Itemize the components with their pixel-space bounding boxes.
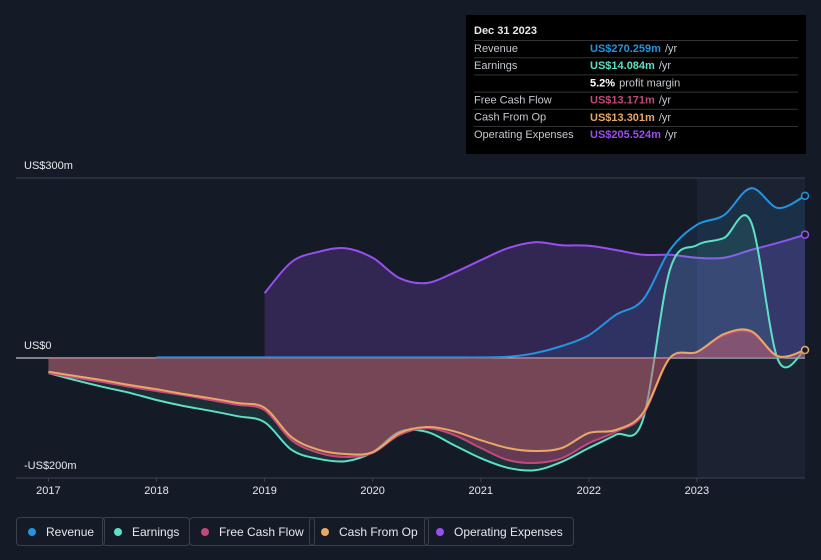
- y-tick-label: US$0: [24, 340, 52, 352]
- tooltip-unit: /yr: [659, 95, 672, 107]
- legend-label: Revenue: [46, 524, 95, 539]
- legend-swatch: [436, 527, 444, 536]
- end-dot: [800, 230, 810, 239]
- tooltip-unit: /yr: [659, 60, 672, 72]
- area: [48, 215, 805, 471]
- legend-swatch: [28, 527, 36, 536]
- tooltip-value-text: US$13.171m: [590, 95, 655, 107]
- tooltip-label: Earnings: [474, 60, 518, 72]
- legend-item[interactable]: Cash From Op: [309, 517, 429, 546]
- tooltip-unit: /yr: [659, 112, 672, 124]
- tooltip-value: US$13.301m/yr: [590, 112, 671, 124]
- tooltip-value-text: US$14.084m: [590, 60, 655, 72]
- end-dot: [800, 191, 810, 201]
- tooltip-date: Dec 31 2023: [474, 25, 537, 37]
- x-tick-label: 2021: [469, 485, 493, 497]
- tooltip-unit: /yr: [665, 129, 678, 141]
- x-tick-label: 2019: [252, 485, 276, 497]
- x-tick-label: 2023: [685, 485, 709, 497]
- area: [156, 188, 806, 358]
- x-tick-label: 2020: [360, 485, 384, 497]
- area: [48, 329, 805, 455]
- tooltip-label: Revenue: [474, 43, 518, 55]
- legend-label: Free Cash Flow: [219, 524, 304, 539]
- tooltip-value-text: US$13.301m: [590, 112, 655, 124]
- legend-swatch: [321, 527, 329, 536]
- tooltip-label: Free Cash Flow: [474, 95, 552, 107]
- legend-item[interactable]: Earnings: [102, 517, 191, 546]
- line: [156, 187, 806, 359]
- end-dot: [800, 345, 810, 355]
- legend-item[interactable]: Operating Expenses: [424, 517, 574, 546]
- tooltip-value: US$270.259m/yr: [590, 43, 678, 55]
- line: [263, 233, 806, 294]
- tooltip-box: [466, 15, 806, 154]
- tooltip-value: 5.2% profit margin: [590, 77, 680, 89]
- legend-label: Earnings: [132, 524, 180, 539]
- x-tick-label: 2022: [577, 485, 601, 497]
- legend-swatch: [201, 527, 209, 536]
- tooltip-label: Operating Expenses: [474, 129, 574, 141]
- highlight-region: [697, 178, 805, 478]
- tooltip-value-text: US$205.524m: [590, 129, 661, 141]
- tooltip-label: Cash From Op: [474, 112, 546, 124]
- tooltip-unit: profit margin: [619, 77, 680, 89]
- area: [264, 234, 805, 358]
- x-tick-label: 2018: [144, 485, 168, 497]
- tooltip-unit: /yr: [665, 43, 678, 55]
- legend-swatch: [114, 527, 122, 536]
- legend-item[interactable]: Free Cash Flow: [189, 517, 315, 546]
- tooltip-value-text: 5.2%: [590, 77, 615, 89]
- legend-label: Operating Expenses: [454, 524, 563, 539]
- line: [48, 214, 806, 472]
- x-tick-label: 2017: [36, 485, 60, 497]
- tooltip-value-text: US$270.259m: [590, 43, 661, 55]
- y-tick-label: -US$200m: [24, 460, 77, 472]
- tooltip: Dec 31 2023 Revenue US$270.259m/yr Earnings…: [466, 15, 806, 154]
- tooltip-value: US$14.084m/yr: [590, 60, 671, 72]
- legend-label: Cash From Op: [339, 524, 418, 539]
- legend-item[interactable]: Revenue: [16, 517, 106, 546]
- y-tick-label: US$300m: [24, 160, 73, 172]
- tooltip-value: US$13.171m/yr: [590, 95, 671, 107]
- tooltip-value: US$205.524m/yr: [590, 129, 678, 141]
- line: [48, 328, 806, 456]
